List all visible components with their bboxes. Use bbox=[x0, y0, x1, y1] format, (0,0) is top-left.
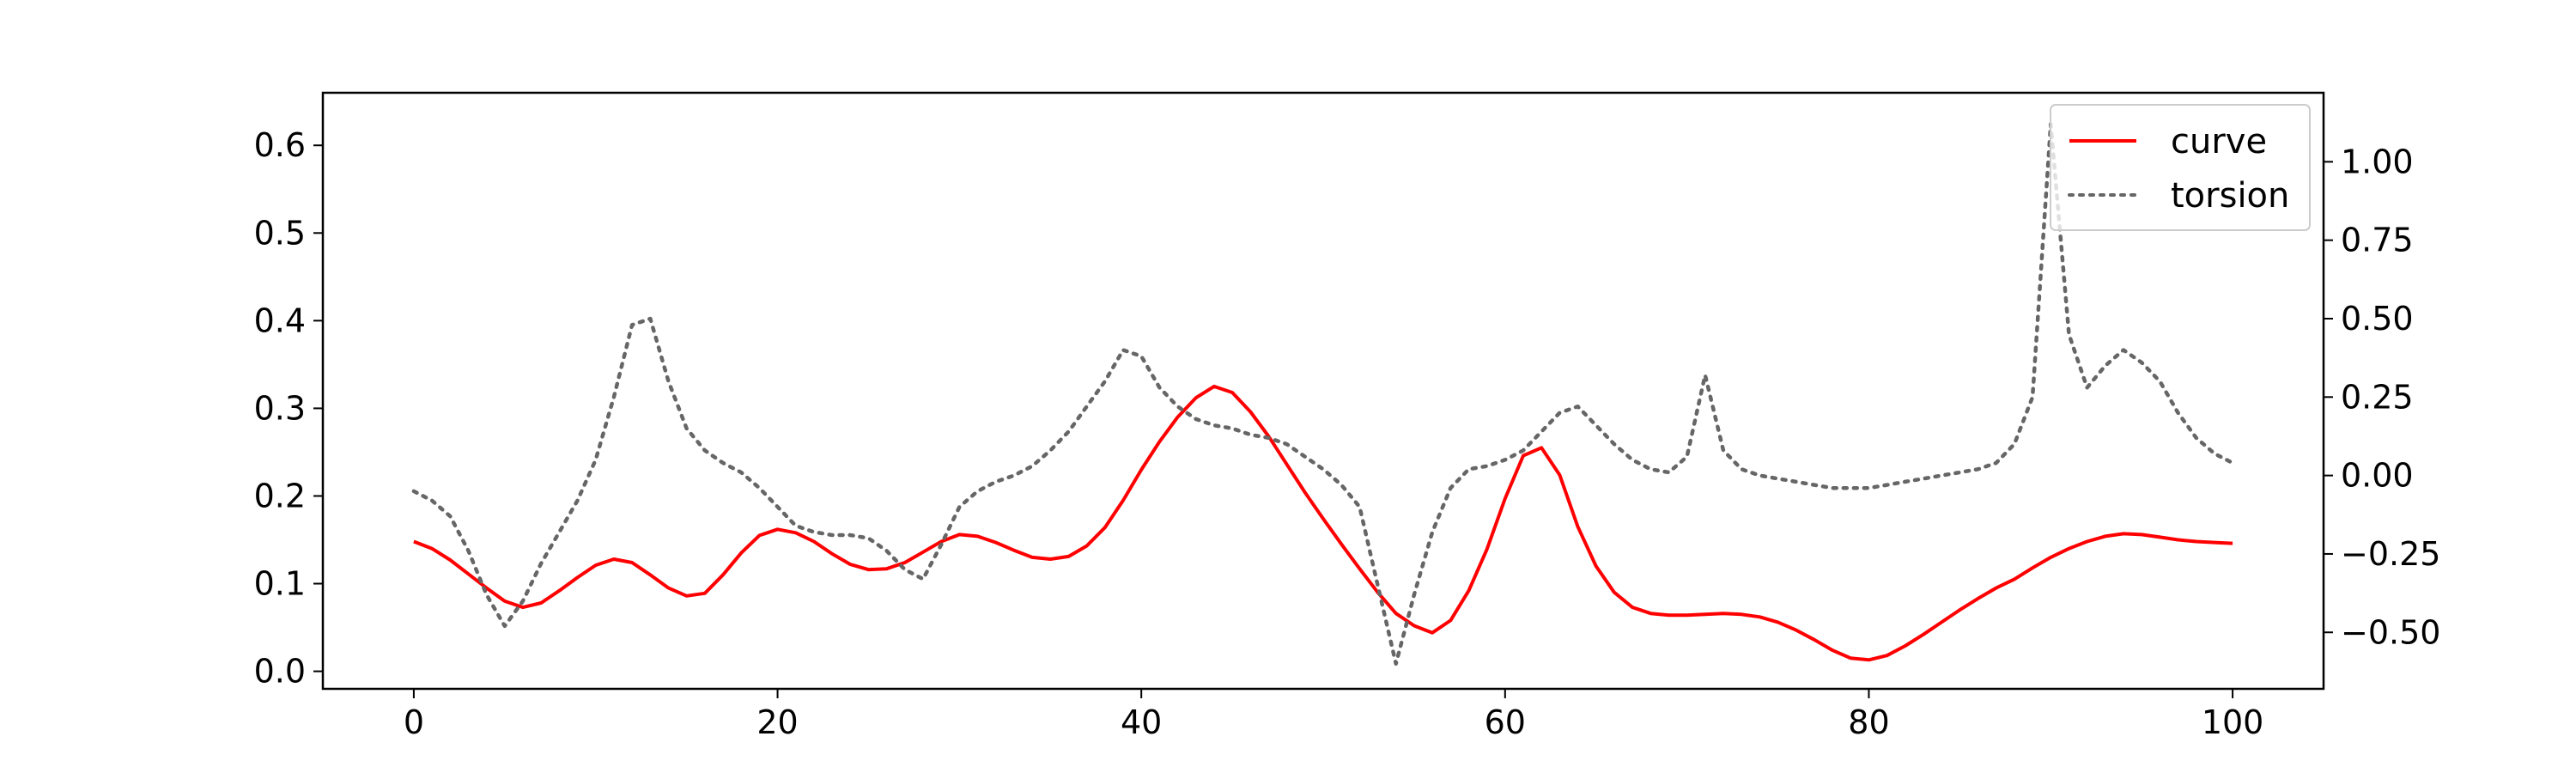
legend: curve torsion bbox=[2050, 104, 2311, 231]
plot-frame bbox=[321, 91, 2325, 691]
y-tick-label: 0.1 bbox=[254, 565, 306, 603]
x-tick-label: 20 bbox=[756, 703, 798, 741]
legend-label-torsion: torsion bbox=[2171, 176, 2289, 216]
x-tick-label: 100 bbox=[2202, 703, 2264, 741]
x-axis: 0 20 40 60 80 100 bbox=[404, 689, 2264, 741]
legend-label-curve: curve bbox=[2171, 122, 2267, 161]
y2-tick-label: 0.50 bbox=[2341, 300, 2414, 338]
x-tick-label: 60 bbox=[1485, 703, 1526, 741]
y-tick-label: 0.4 bbox=[254, 301, 306, 339]
y2-tick-label: 0.25 bbox=[2341, 378, 2414, 416]
y-tick-label: 0.0 bbox=[254, 653, 306, 691]
y2-tick-label: 1.00 bbox=[2341, 143, 2414, 180]
x-tick-label: 0 bbox=[404, 703, 424, 741]
series-line-curve bbox=[413, 384, 2233, 662]
y-tick-label: 0.6 bbox=[254, 126, 306, 164]
y-tick-label: 0.5 bbox=[254, 214, 306, 252]
y2-tick-label: −0.25 bbox=[2341, 535, 2440, 573]
x-tick-label: 80 bbox=[1848, 703, 1889, 741]
series-layer bbox=[411, 122, 2235, 666]
series-line-torsion bbox=[411, 122, 2235, 666]
y-tick-label: 0.3 bbox=[254, 389, 306, 427]
y2-tick-label: 0.00 bbox=[2341, 457, 2414, 495]
legend-box bbox=[2050, 104, 2311, 231]
y2-tick-label: 0.75 bbox=[2341, 222, 2414, 259]
y-axis-right: −0.50 −0.25 0.00 0.25 0.50 0.75 1.00 bbox=[2324, 143, 2440, 651]
y-tick-label: 0.2 bbox=[254, 477, 306, 514]
y-axis-left: 0.0 0.1 0.2 0.3 0.4 0.5 0.6 bbox=[254, 126, 323, 691]
x-tick-label: 40 bbox=[1121, 703, 1162, 741]
y2-tick-label: −0.50 bbox=[2341, 613, 2440, 651]
